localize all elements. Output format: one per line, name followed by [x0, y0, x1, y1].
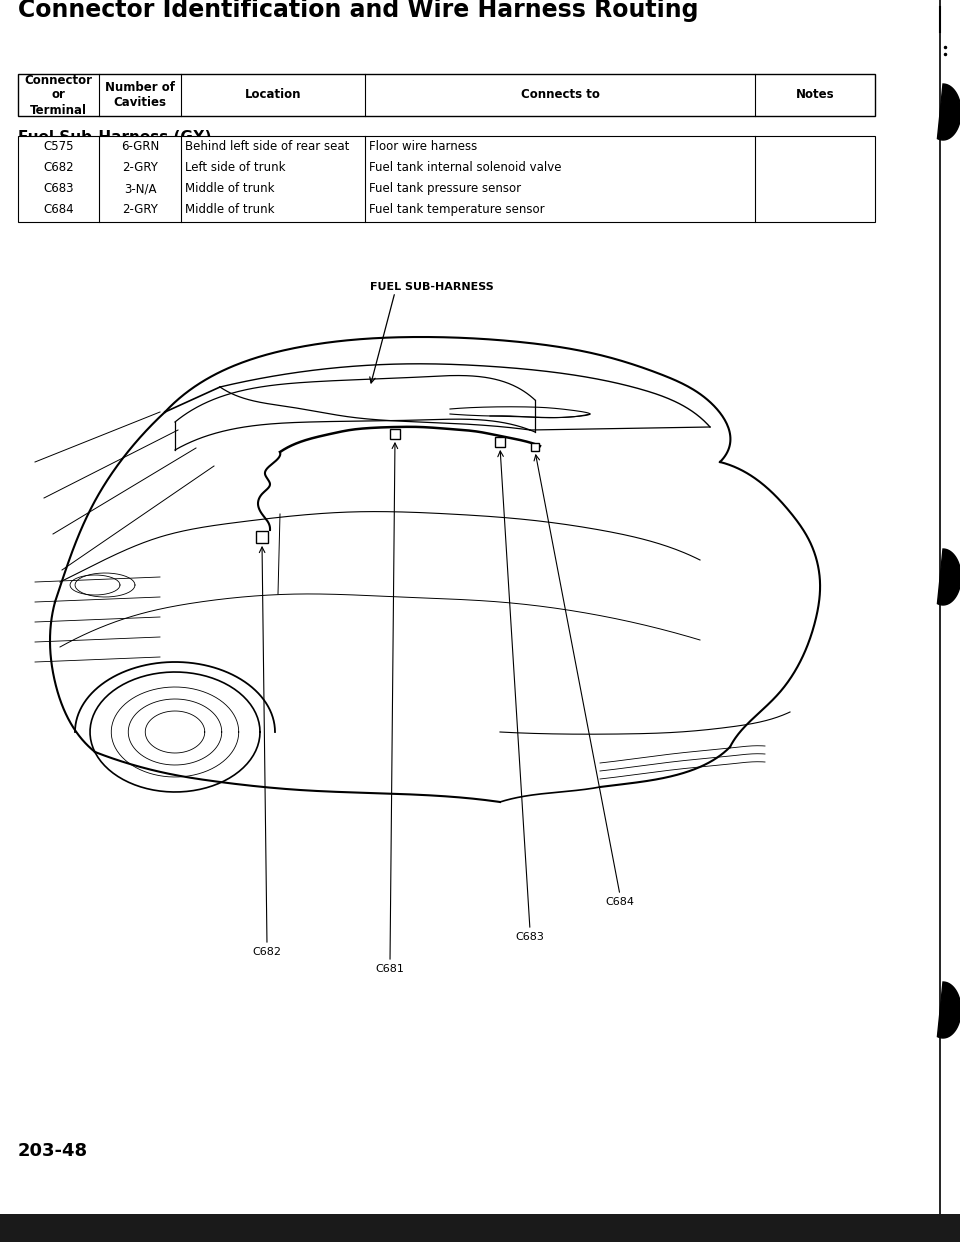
Bar — [390, 428, 400, 438]
Text: carmanualsonline.info: carmanualsonline.info — [706, 1220, 814, 1230]
Bar — [256, 532, 268, 543]
Text: C683: C683 — [516, 932, 544, 941]
Polygon shape — [937, 549, 960, 605]
Text: Middle of trunk: Middle of trunk — [185, 202, 275, 216]
Text: Fuel tank temperature sensor: Fuel tank temperature sensor — [369, 202, 544, 216]
Bar — [18, 137, 875, 222]
Text: 2-GRY: 2-GRY — [122, 202, 158, 216]
Text: 3-N/A: 3-N/A — [124, 183, 156, 195]
Text: C684: C684 — [606, 897, 635, 907]
Text: Fuel Sub-Harness (GX): Fuel Sub-Harness (GX) — [18, 130, 211, 145]
Text: Connector
or
Terminal: Connector or Terminal — [25, 73, 93, 117]
Bar — [0, 1213, 960, 1242]
Text: C575: C575 — [43, 140, 74, 153]
Polygon shape — [937, 84, 960, 140]
Text: Connects to: Connects to — [520, 88, 599, 102]
Text: 6-GRN: 6-GRN — [121, 140, 159, 153]
Text: C681: C681 — [375, 964, 404, 974]
Text: C684: C684 — [43, 202, 74, 216]
Text: C682: C682 — [43, 161, 74, 174]
Text: C682: C682 — [252, 946, 281, 958]
Text: 2-GRY: 2-GRY — [122, 161, 158, 174]
Text: Fuel tank internal solenoid valve: Fuel tank internal solenoid valve — [369, 161, 562, 174]
Text: Connector Identification and Wire Harness Routing: Connector Identification and Wire Harnes… — [18, 0, 699, 22]
Text: Fuel tank pressure sensor: Fuel tank pressure sensor — [369, 183, 521, 195]
Text: Floor wire harness: Floor wire harness — [369, 140, 477, 153]
Bar — [18, 75, 875, 116]
Text: Behind left side of rear seat: Behind left side of rear seat — [185, 140, 349, 153]
Polygon shape — [937, 982, 960, 1038]
Text: Location: Location — [245, 88, 301, 102]
Bar — [531, 443, 539, 451]
Text: Left side of trunk: Left side of trunk — [185, 161, 285, 174]
Text: Number of
Cavities: Number of Cavities — [106, 81, 175, 109]
Text: 203-48: 203-48 — [18, 1141, 88, 1160]
Text: Notes: Notes — [796, 88, 834, 102]
Text: C683: C683 — [43, 183, 74, 195]
Bar — [495, 437, 505, 447]
Text: FUEL SUB-HARNESS: FUEL SUB-HARNESS — [370, 282, 493, 292]
Text: Middle of trunk: Middle of trunk — [185, 183, 275, 195]
